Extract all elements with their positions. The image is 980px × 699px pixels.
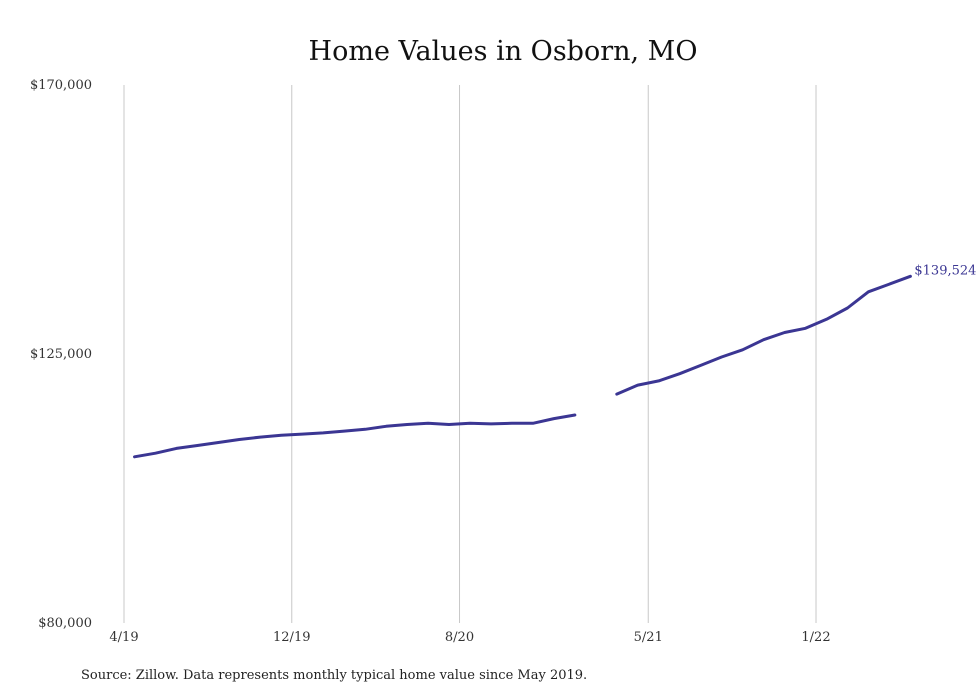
x-tick-label: 12/19 [273,630,310,645]
y-tick-label: $170,000 [30,78,92,93]
x-tick-label: 4/19 [109,630,138,645]
x-tick-label: 5/21 [634,630,663,645]
end-value-label: $139,524 [914,263,976,278]
x-tick-label: 1/22 [801,630,830,645]
y-axis: $170,000 $125,000 $80,000 [30,78,92,631]
chart-title: Home Values in Osborn, MO [309,36,698,67]
y-tick-label: $80,000 [38,616,92,631]
y-tick-label: $125,000 [30,347,92,362]
x-axis: 4/19 12/19 8/20 5/21 1/22 [109,630,830,645]
grid-lines [123,85,817,623]
x-tick-label: 8/20 [445,630,474,645]
source-note: Source: Zillow. Data represents monthly … [81,668,588,683]
series-line-segment-0 [133,413,577,459]
series-line-segment-1 [615,274,912,396]
series-lines [133,274,912,459]
line-chart: Home Values in Osborn, MO $170,000 $125,… [30,36,976,645]
